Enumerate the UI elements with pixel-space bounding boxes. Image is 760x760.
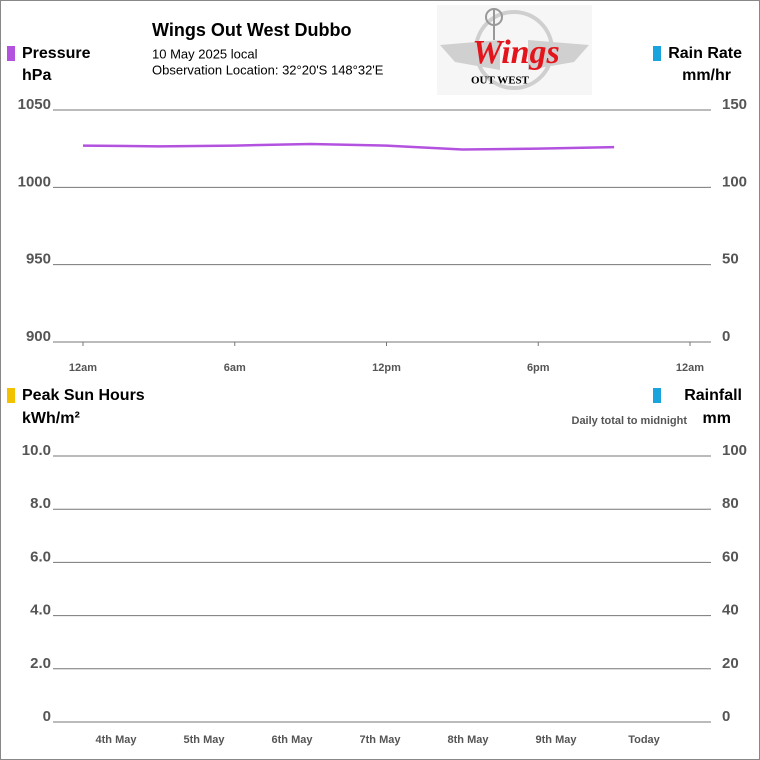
title: Wings Out West Dubbo (152, 20, 352, 40)
y2-tick-label: 20 (722, 655, 739, 672)
y-tick-label: 1000 (18, 173, 51, 190)
y2-tick-label: 60 (722, 548, 739, 565)
y-tick-label: 0 (43, 708, 51, 725)
subtitle: Daily total to midnight (572, 415, 688, 427)
y-tick-label: 10.0 (22, 442, 51, 459)
series-line (82, 142, 615, 151)
legend-swatch (7, 388, 15, 403)
y-tick-label: 8.0 (30, 495, 51, 512)
y-tick-label: 1050 (18, 96, 51, 113)
x-tick-label: 7th May (360, 734, 402, 746)
x-tick-label: 12am (69, 362, 97, 374)
y2-tick-label: 0 (722, 328, 730, 345)
logo-text: Wings (472, 34, 560, 71)
logo: Wings OUT WEST (437, 5, 592, 95)
legend-swatch (653, 388, 661, 403)
logo-wing (528, 40, 589, 70)
logo-subtext: OUT WEST (471, 75, 530, 87)
y2-tick-label: 50 (722, 251, 739, 268)
legend-label: Rainfall (684, 387, 742, 404)
y2-unit: mm (703, 410, 731, 427)
x-tick-label: 6th May (272, 734, 314, 746)
y-unit: hPa (22, 67, 51, 84)
x-tick-label: 4th May (96, 734, 138, 746)
y-tick-label: 950 (26, 251, 51, 268)
legend-label: Rain Rate (668, 45, 742, 62)
y2-tick-label: 150 (722, 96, 747, 113)
x-tick-label: 12am (676, 362, 704, 374)
x-tick-label: 12pm (372, 362, 401, 374)
x-tick-label: 8th May (448, 734, 490, 746)
x-tick-label: 9th May (536, 734, 578, 746)
y2-tick-label: 100 (722, 173, 747, 190)
x-tick-label: Today (628, 734, 660, 746)
x-tick-label: 5th May (184, 734, 226, 746)
legend-swatch (7, 46, 15, 61)
legend-label: Pressure (22, 45, 91, 62)
y2-tick-label: 80 (722, 495, 739, 512)
y-tick-label: 4.0 (30, 602, 51, 619)
y2-tick-label: 0 (722, 708, 730, 725)
y2-unit: mm/hr (682, 67, 731, 84)
y-tick-label: 900 (26, 328, 51, 345)
legend-swatch (653, 46, 661, 61)
y2-tick-label: 40 (722, 602, 739, 619)
legend-label: Peak Sun Hours (22, 387, 145, 404)
date: 10 May 2025 local (152, 46, 258, 61)
y-tick-label: 6.0 (30, 548, 51, 565)
logo-windmill (485, 8, 503, 26)
y-unit: kWh/m² (22, 410, 80, 427)
location: Observation Location: 32°20'S 148°32'E (152, 62, 384, 77)
y2-tick-label: 100 (722, 442, 747, 459)
y-tick-label: 2.0 (30, 655, 51, 672)
x-tick-label: 6pm (527, 362, 550, 374)
x-tick-label: 6am (224, 362, 246, 374)
logo-wing (440, 40, 500, 70)
